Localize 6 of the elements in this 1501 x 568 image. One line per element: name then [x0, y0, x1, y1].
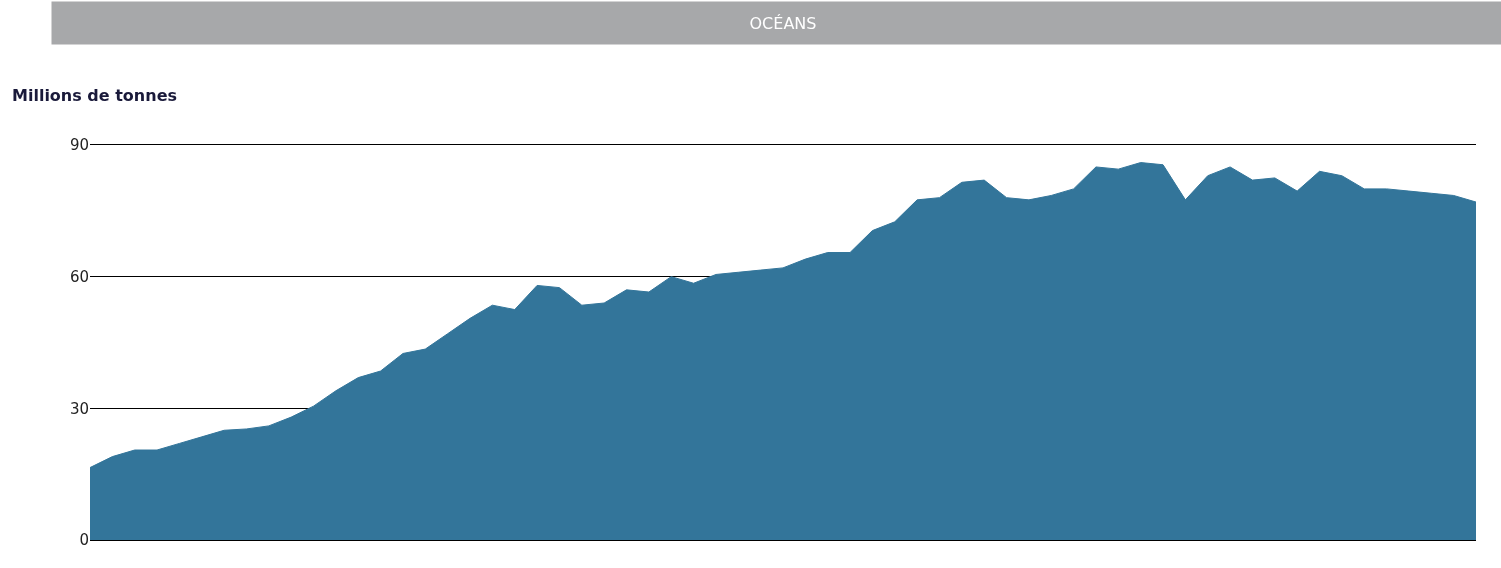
y-axis-title: Millions de tonnes: [12, 86, 178, 105]
chart-title: OCÉANS: [749, 13, 817, 33]
y-tick-label: 90: [69, 136, 89, 155]
y-tick-label: 30: [69, 399, 89, 418]
y-tick-label: 0: [79, 531, 89, 550]
y-tick-label: 60: [69, 267, 89, 286]
